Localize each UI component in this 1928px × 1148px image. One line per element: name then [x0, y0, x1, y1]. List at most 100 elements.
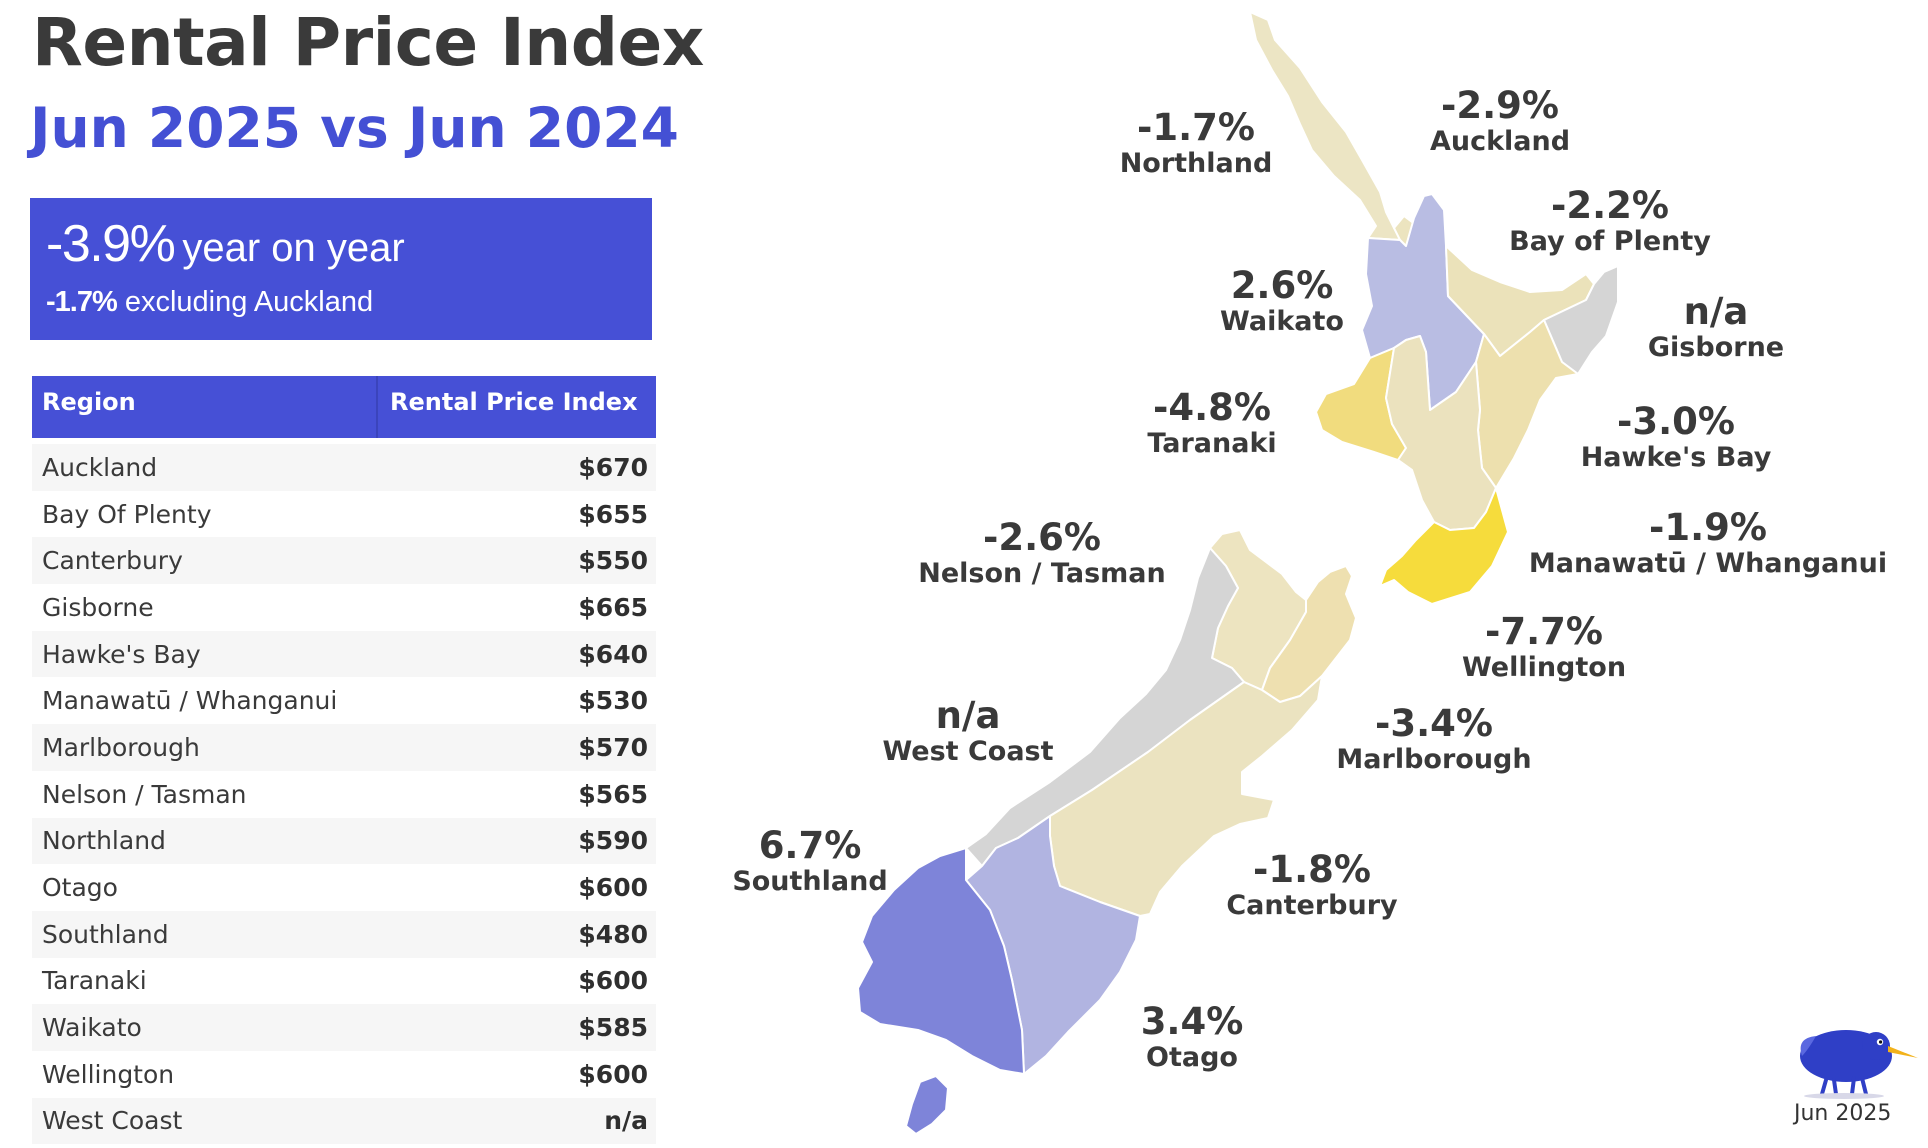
region-value: $640 [578, 639, 648, 669]
national-change: -3.9% year on year [46, 214, 405, 274]
national-change-label: year on year [182, 226, 405, 270]
table-row: Marlborough $570 [32, 724, 656, 771]
national-change-value: -3.9% [46, 215, 176, 273]
map-label-gisborne: n/a Gisborne [1648, 292, 1784, 364]
table-row: Northland $590 [32, 817, 656, 865]
west-coast-name: West Coast [882, 736, 1054, 767]
map-label-wellington: -7.7% Wellington [1462, 612, 1626, 684]
region-name: Wellington [42, 1059, 175, 1089]
region-wellington[interactable] [1379, 487, 1509, 605]
auckland-change: -2.9% [1441, 84, 1559, 127]
region-value: $590 [578, 826, 648, 856]
manawatu-name: Manawatū / Whanganui [1528, 548, 1888, 579]
region-value: $585 [578, 1013, 648, 1043]
region-otago[interactable] [965, 815, 1141, 1075]
southland-name: Southland [732, 866, 888, 897]
region-value: $670 [578, 452, 648, 482]
region-name: Waikato [42, 1013, 142, 1043]
map-label-hawkes-bay: -3.0% Hawke's Bay [1581, 402, 1772, 474]
otago-change: 3.4% [1140, 1000, 1244, 1043]
table-row: Taranaki $600 [32, 958, 656, 1005]
table-row: West Coast n/a [32, 1097, 656, 1145]
table-row: Manawatū / Whanganui $530 [32, 677, 656, 724]
waikato-name: Waikato [1220, 306, 1344, 337]
region-value: $600 [578, 873, 648, 903]
region-value: $600 [578, 1059, 648, 1089]
region-name: Otago [42, 873, 118, 903]
summary-box: -3.9% year on year -1.7% excluding Auckla… [30, 198, 652, 340]
map-label-nelson-tasman: -2.6% Nelson / Tasman [918, 518, 1165, 590]
region-name: Nelson / Tasman [42, 779, 247, 809]
table-row: Waikato $585 [32, 1004, 656, 1051]
west-coast-change: n/a [935, 694, 1001, 737]
table-row: Hawke's Bay $640 [32, 630, 656, 678]
hawkes-bay-change: -3.0% [1617, 400, 1735, 443]
report-date: Jun 2025 [1794, 1101, 1892, 1126]
nelson-tasman-change: -2.6% [983, 516, 1101, 559]
column-header-index: Rental Price Index [390, 388, 638, 416]
map-label-west-coast: n/a West Coast [882, 696, 1053, 768]
table-row: Otago $600 [32, 864, 656, 911]
region-gisborne[interactable] [1543, 265, 1619, 375]
region-value: $530 [578, 686, 648, 716]
marlborough-change: -3.4% [1375, 702, 1493, 745]
table-row: Nelson / Tasman $565 [32, 771, 656, 818]
region-value: n/a [604, 1106, 648, 1136]
page-subtitle: Jun 2025 vs Jun 2024 [30, 96, 679, 160]
taranaki-change: -4.8% [1153, 386, 1271, 429]
table-row: Wellington $600 [32, 1051, 656, 1098]
canterbury-change: -1.8% [1253, 848, 1371, 891]
map-label-manawatu: -1.9% Manawatū / Whanganui [1529, 508, 1887, 580]
region-stewart-island [905, 1075, 949, 1135]
taranaki-name: Taranaki [1147, 428, 1277, 459]
map-label-bay-of-plenty: -2.2% Bay of Plenty [1509, 186, 1711, 258]
excluding-auckland-change: -1.7% excluding Auckland [46, 286, 373, 319]
excluding-change-label: excluding Auckland [124, 286, 374, 318]
map-label-auckland: -2.9% Auckland [1430, 86, 1570, 158]
map-label-marlborough: -3.4% Marlborough [1336, 704, 1531, 776]
waikato-change: 2.6% [1230, 264, 1334, 307]
region-value: $665 [578, 592, 648, 622]
region-name: Marlborough [42, 732, 200, 762]
region-name: Gisborne [42, 592, 154, 622]
northland-change: -1.7% [1137, 106, 1255, 149]
region-name: Southland [42, 919, 169, 949]
kiwi-bird-icon [1800, 1030, 1918, 1099]
table-row: Bay Of Plenty $655 [32, 491, 656, 538]
region-name: Taranaki [42, 966, 147, 996]
region-value: $600 [578, 966, 648, 996]
bay-of-plenty-name: Bay of Plenty [1509, 226, 1711, 257]
region-name: Auckland [42, 452, 158, 482]
region-southland[interactable] [857, 847, 1025, 1075]
region-value: $550 [578, 546, 648, 576]
bay-of-plenty-change: -2.2% [1551, 184, 1669, 227]
marlborough-name: Marlborough [1336, 744, 1532, 775]
map-label-southland: 6.7% Southland [732, 826, 887, 898]
region-name: Manawatū / Whanganui [42, 686, 338, 716]
page-title: Rental Price Index [32, 4, 704, 81]
table-row: Auckland $670 [32, 444, 656, 491]
table-row: Southland $480 [32, 910, 656, 958]
region-name: Hawke's Bay [42, 639, 201, 669]
column-header-region: Region [32, 376, 378, 438]
region-value: $480 [578, 919, 648, 949]
map-label-taranaki: -4.8% Taranaki [1147, 388, 1276, 460]
gisborne-change: n/a [1683, 290, 1749, 333]
gisborne-name: Gisborne [1647, 332, 1785, 363]
otago-name: Otago [1146, 1042, 1238, 1073]
region-northland[interactable] [1249, 11, 1405, 241]
region-marlborough[interactable] [1261, 565, 1357, 703]
map-label-waikato: 2.6% Waikato [1220, 266, 1344, 338]
region-value: $655 [578, 499, 648, 529]
southland-change: 6.7% [758, 824, 862, 867]
northland-name: Northland [1119, 148, 1273, 179]
region-name: Bay Of Plenty [42, 499, 212, 529]
map-label-otago: 3.4% Otago [1141, 1002, 1244, 1074]
map-label-northland: -1.7% Northland [1120, 108, 1273, 180]
rental-index-table: Region Rental Price Index Auckland $670 B… [32, 376, 656, 1145]
region-value: $570 [578, 732, 648, 762]
excluding-change-value: -1.7% [46, 286, 118, 318]
region-name: West Coast [42, 1106, 183, 1136]
table-row: Gisborne $665 [32, 584, 656, 631]
